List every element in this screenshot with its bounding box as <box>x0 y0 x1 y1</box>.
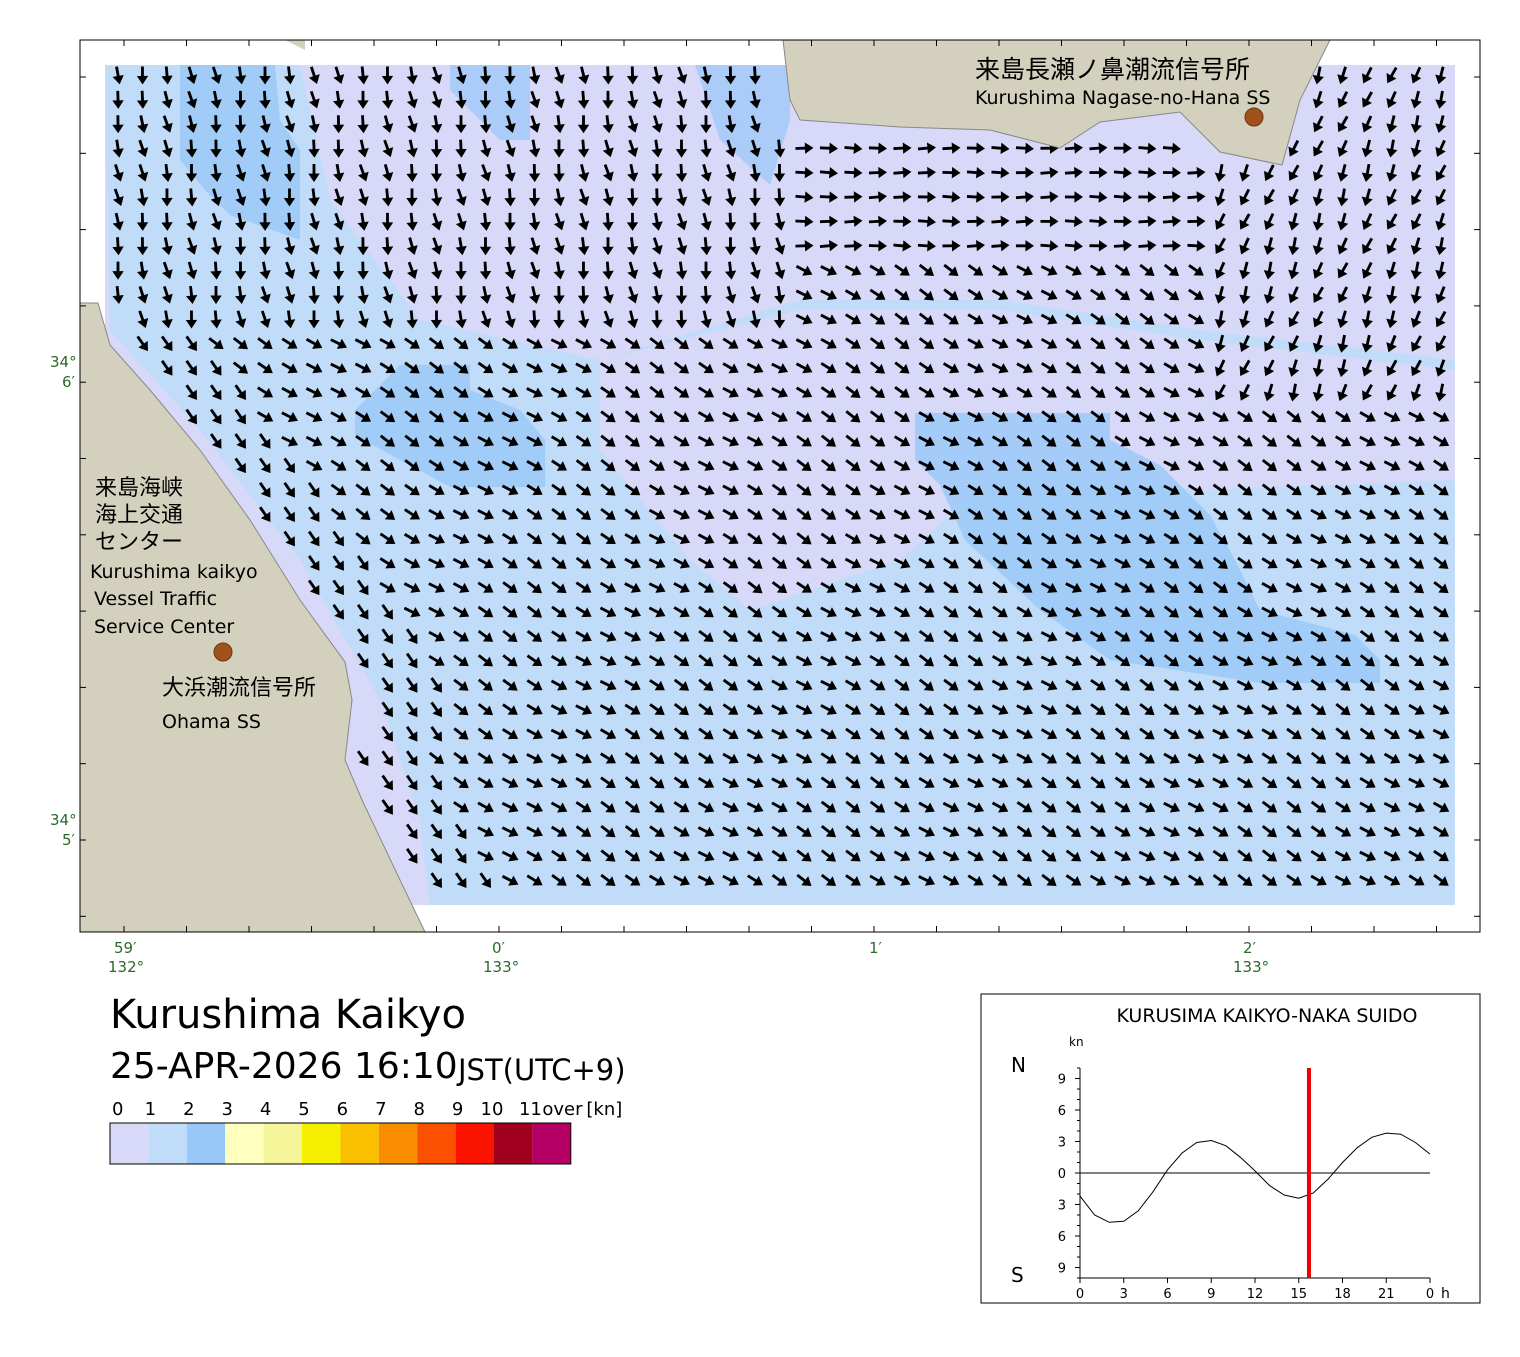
legend-label: 4 <box>260 1099 271 1120</box>
title: Kurushima Kaikyo <box>110 992 466 1038</box>
land <box>285 40 305 50</box>
legend-over: over <box>542 1099 583 1120</box>
y-tick-label: 6 <box>1058 1104 1066 1119</box>
land <box>79 302 426 933</box>
tide-chart: KURUSIMA KAIKYO-NAKA SUIDO kn N S h 9 6 3 0… <box>980 993 1481 1304</box>
legend-swatch <box>494 1123 533 1164</box>
y-tick-label: 9 <box>1058 1262 1066 1277</box>
legend-label: 6 <box>337 1099 348 1120</box>
legend-label: 5 <box>298 1099 309 1120</box>
lon-label: 2′ <box>1243 939 1257 957</box>
station-name-ja: 大浜潮流信号所 <box>162 676 316 701</box>
speed-zone <box>355 365 545 487</box>
lon-label: 0′ <box>492 939 506 957</box>
x-tick-label: 0 <box>1426 1287 1434 1302</box>
speed-zone <box>695 65 790 185</box>
center-name-en: Vessel Traffic <box>94 588 217 610</box>
x-tick-label: 0 <box>1076 1287 1084 1302</box>
x-tick-label: 6 <box>1163 1287 1171 1302</box>
legend-label: 8 <box>413 1099 424 1120</box>
lat-label: 5′ <box>62 831 76 849</box>
center-name-en: Kurushima kaikyo <box>90 561 258 583</box>
lat-label: 34° <box>50 353 77 371</box>
legend-label: 0 <box>112 1099 123 1120</box>
station-name-en: Kurushima Nagase-no-Hana SS <box>975 87 1270 109</box>
y-tick-label: 9 <box>1058 1073 1066 1088</box>
lon-label: 133° <box>1233 958 1269 976</box>
x-tick-label: 21 <box>1378 1287 1395 1302</box>
north-label: N <box>1011 1053 1026 1077</box>
legend-swatch <box>110 1123 149 1164</box>
legend-swatch <box>186 1123 226 1164</box>
legend-swatch <box>378 1123 418 1164</box>
tide-title: KURUSIMA KAIKYO-NAKA SUIDO <box>1116 1005 1417 1027</box>
legend-label: 2 <box>183 1099 194 1120</box>
legend-unit: [kn] <box>586 1099 622 1120</box>
legend-label: 1 <box>145 1099 156 1120</box>
tide-curve <box>1079 1132 1431 1223</box>
y-tick-label: 0 <box>1058 1167 1066 1182</box>
legend-swatch <box>532 1123 571 1164</box>
lon-label: 1′ <box>869 939 883 957</box>
legend-swatch <box>455 1123 494 1164</box>
x-tick-label: 18 <box>1334 1287 1351 1302</box>
land <box>782 39 1331 166</box>
y-tick-label: 3 <box>1058 1136 1066 1151</box>
x-tick-label: 9 <box>1207 1287 1215 1302</box>
legend-label: 9 <box>452 1099 463 1120</box>
legend-label: 11 <box>519 1099 542 1120</box>
frame-ticks <box>80 40 1480 932</box>
speed-zone <box>915 413 1380 683</box>
station-name-ja: 来島長瀬ノ鼻潮流信号所 <box>975 55 1250 84</box>
y-tick-label: 3 <box>1058 1199 1066 1214</box>
x-tick-label: 15 <box>1290 1287 1307 1302</box>
datetime: 25-APR-2026 16:10 <box>110 1046 458 1087</box>
map: 来島長瀬ノ鼻潮流信号所 Kurushima Nagase-no-Hana SS … <box>50 39 1481 976</box>
legend-label: 7 <box>375 1099 386 1120</box>
map-frame <box>79 39 1481 933</box>
legend: 0 1 2 3 4 5 6 7 8 9 10 11 over [kn] <box>109 1099 622 1165</box>
legend-swatch <box>340 1123 379 1164</box>
legend-swatch <box>417 1123 456 1164</box>
tide-frame <box>980 993 1481 1304</box>
legend-swatch <box>263 1123 302 1164</box>
legend-label: 3 <box>221 1099 232 1120</box>
lon-label: 132° <box>108 958 144 976</box>
center-name-ja: 来島海峡 <box>95 476 183 501</box>
center-name-en: Service Center <box>94 616 234 638</box>
legend-label: 10 <box>481 1099 504 1120</box>
y-unit: kn <box>1069 1035 1084 1049</box>
x-tick-label: 3 <box>1120 1287 1128 1302</box>
legend-swatch <box>148 1123 187 1164</box>
lat-label: 34° <box>50 811 77 829</box>
y-tick-label: 6 <box>1058 1230 1066 1245</box>
legend-swatch <box>225 1123 264 1164</box>
x-unit: h <box>1441 1286 1450 1302</box>
legend-border <box>109 1122 572 1165</box>
station-name-en: Ohama SS <box>162 711 261 733</box>
x-tick-label: 12 <box>1247 1287 1264 1302</box>
station-marker <box>213 642 233 662</box>
lon-label: 59′ <box>114 939 137 957</box>
station-marker <box>1244 107 1264 127</box>
center-name-ja: 海上交通 <box>95 503 183 528</box>
legend-swatch <box>302 1123 341 1164</box>
south-label: S <box>1011 1263 1024 1287</box>
lat-label: 6′ <box>62 373 76 391</box>
timezone: JST(UTC+9) <box>456 1053 626 1087</box>
lon-label: 133° <box>483 958 519 976</box>
center-name-ja: センター <box>95 530 183 555</box>
